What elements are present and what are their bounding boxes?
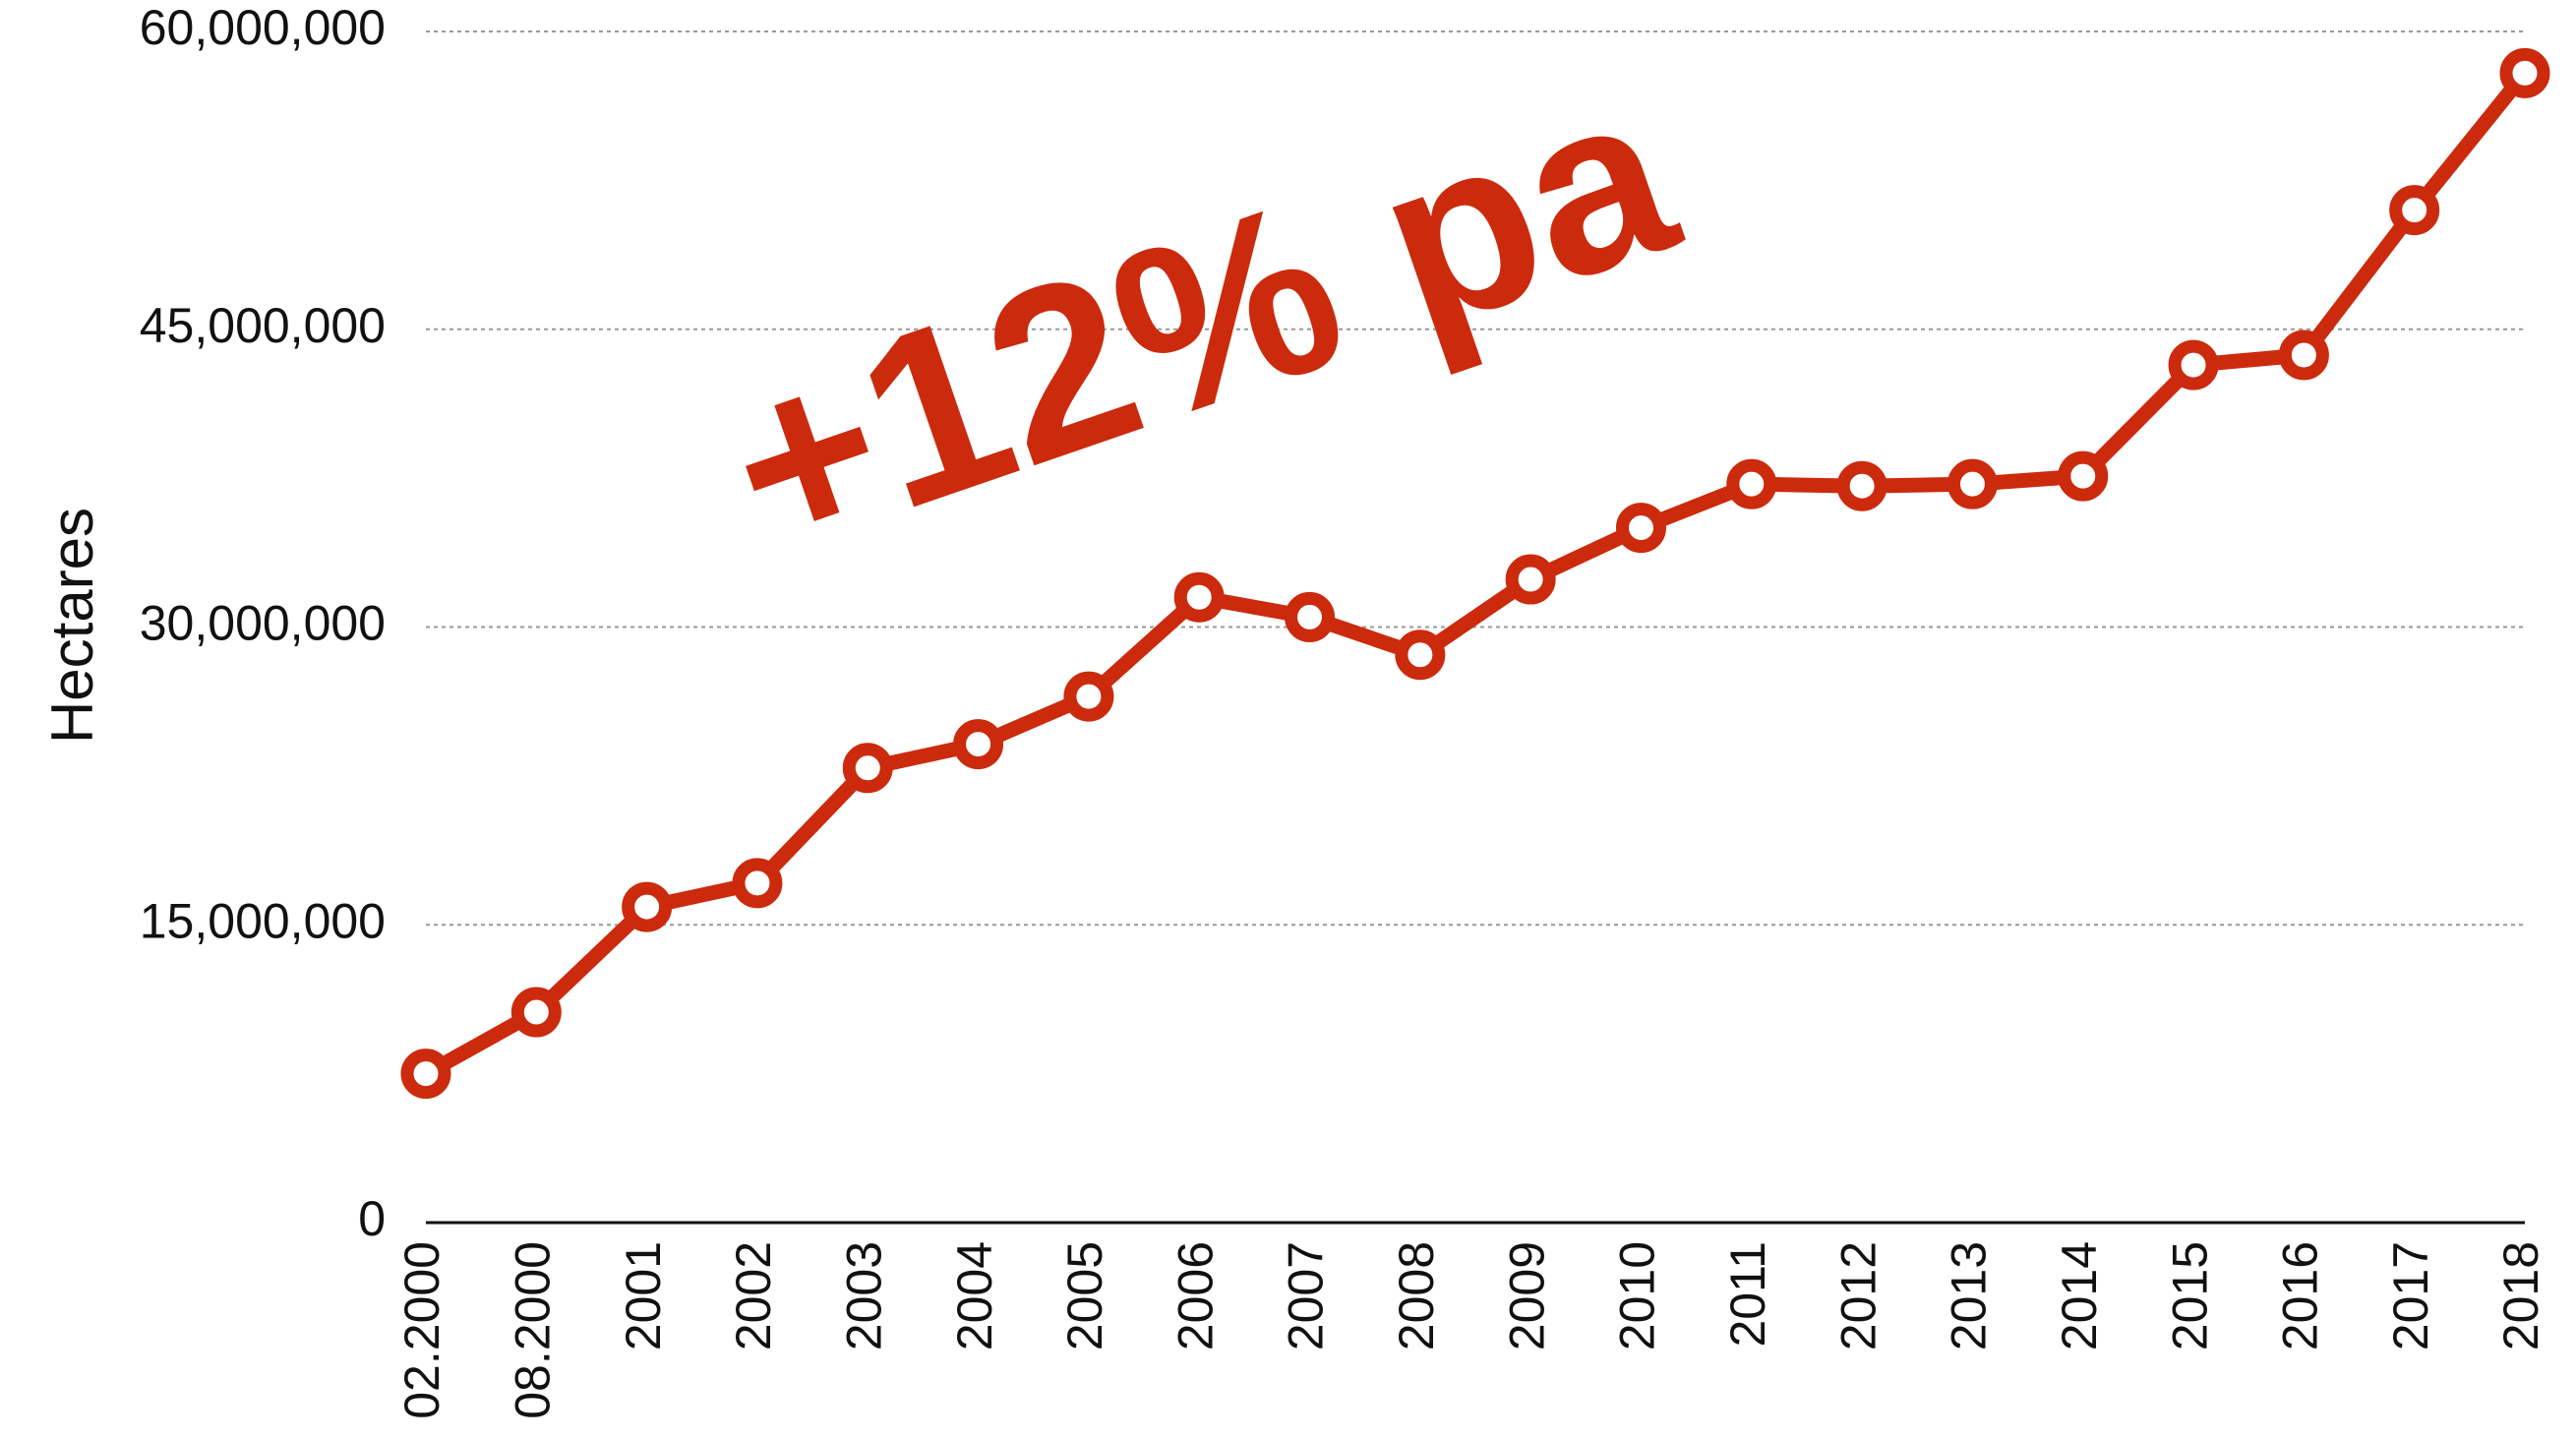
- x-tick-label: 08.2000: [506, 1241, 561, 1419]
- x-tick-label: 2010: [1610, 1241, 1665, 1350]
- data-point: [1836, 460, 1887, 511]
- data-point: [1395, 630, 1446, 681]
- data-point: [2168, 339, 2219, 390]
- data-point: [2278, 330, 2329, 381]
- data-point: [1726, 458, 1777, 510]
- x-tick-label: 2001: [616, 1241, 671, 1350]
- x-tick-label: 2007: [1279, 1241, 1334, 1350]
- data-point: [400, 1049, 451, 1100]
- annotation: +12% pa: [695, 34, 1703, 606]
- x-tick-label: 2009: [1499, 1241, 1554, 1350]
- y-tick-label: 45,000,000: [140, 298, 386, 353]
- data-point: [510, 987, 562, 1038]
- data-point: [1615, 503, 1666, 554]
- x-tick-label: 2018: [2493, 1241, 2548, 1350]
- data-point: [1947, 458, 1998, 510]
- data-point: [1173, 571, 1225, 623]
- y-tick-label: 0: [358, 1191, 386, 1246]
- x-tick-label: 02.2000: [394, 1241, 449, 1419]
- x-tick-label: 2011: [1720, 1241, 1775, 1348]
- x-tick-label: 2012: [1830, 1241, 1886, 1350]
- data-point: [732, 858, 783, 909]
- data-point: [2499, 47, 2550, 98]
- x-tick-label: 2003: [836, 1241, 891, 1350]
- data-point: [1285, 591, 1336, 642]
- x-tick-label: 2005: [1057, 1241, 1112, 1350]
- x-tick-label: 2002: [726, 1241, 781, 1350]
- data-point: [953, 719, 1004, 770]
- x-tick-label: 2015: [2162, 1241, 2217, 1350]
- y-tick-label: 30,000,000: [140, 596, 386, 651]
- x-tick-label: 2016: [2273, 1241, 2328, 1350]
- x-tick-label: 2017: [2383, 1241, 2438, 1350]
- data-point: [622, 881, 673, 932]
- data-point: [1505, 554, 1556, 605]
- data-point: [842, 743, 893, 794]
- y-tick-label: 60,000,000: [140, 0, 386, 55]
- x-tick-label: 2006: [1168, 1241, 1223, 1350]
- x-tick-label: 2013: [1942, 1241, 1997, 1350]
- data-point: [2058, 450, 2109, 502]
- data-line: [418, 65, 2533, 1082]
- y-tick-label: 15,000,000: [140, 893, 386, 948]
- x-tick-label: 2004: [947, 1241, 1002, 1350]
- data-point: [2389, 185, 2440, 236]
- y-axis-label: Hectares: [39, 508, 105, 744]
- data-point: [1063, 671, 1114, 722]
- x-tick-label: 2008: [1389, 1241, 1444, 1350]
- x-tick-label: 2014: [2052, 1241, 2107, 1350]
